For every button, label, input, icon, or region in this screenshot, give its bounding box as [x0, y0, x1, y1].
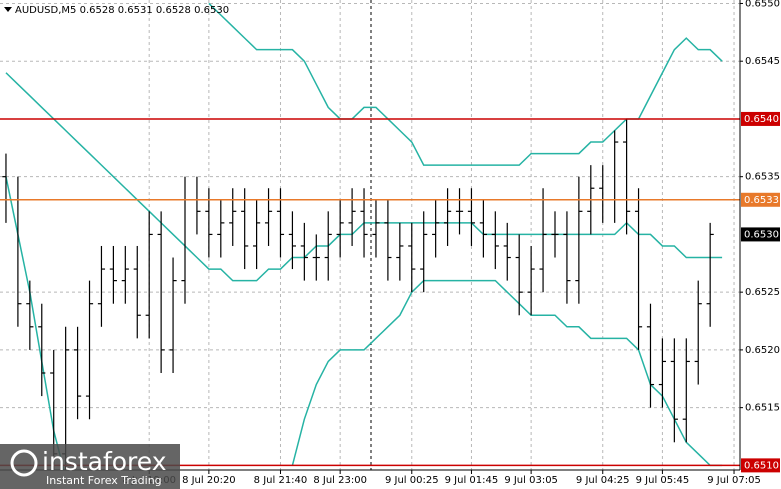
- price-level-box: [741, 192, 780, 207]
- y-tick-label: 0.6520: [745, 345, 780, 356]
- y-tick-label: 0.6525: [745, 287, 780, 298]
- x-tick-label: 9 Jul 07:05: [707, 475, 761, 486]
- x-tick-label: 8 Jul 21:40: [254, 475, 308, 486]
- x-tick-label: 9 Jul 01:45: [445, 475, 499, 486]
- current-price-label: 0.6530: [744, 229, 779, 240]
- watermark-logo: [10, 449, 38, 477]
- grid: [0, 0, 740, 470]
- y-tick-label: 0.6550: [745, 0, 780, 9]
- price-level-label: 0.6533: [744, 195, 779, 206]
- watermark-brand: instaforex: [42, 447, 167, 476]
- x-tick-label: 9 Jul 03:05: [504, 475, 558, 486]
- symbol-icon: [4, 7, 12, 12]
- price-level-label: 0.6510: [744, 460, 779, 471]
- price-level-box: [741, 458, 780, 473]
- chart-title: AUDUSD,M5 0.6528 0.6531 0.6528 0.6530: [15, 5, 229, 16]
- x-tick-label: 9 Jul 04:25: [576, 475, 630, 486]
- plot-area: [0, 2, 740, 470]
- price-level-box: [741, 111, 780, 126]
- indicator-line: [208, 2, 723, 166]
- current-price-box: [741, 227, 780, 242]
- y-tick-label: 0.6545: [745, 56, 780, 67]
- watermark: instaforex Instant Forex Trading: [0, 444, 180, 489]
- x-tick-label: 8 Jul 20:20: [182, 475, 236, 486]
- watermark-tagline: Instant Forex Trading: [46, 474, 162, 487]
- x-tick-label: 8 Jul 23:00: [313, 475, 367, 486]
- price-level-label: 0.6540: [744, 114, 779, 125]
- x-tick-label: 9 Jul 00:25: [385, 475, 439, 486]
- y-tick-label: 0.6535: [745, 172, 780, 183]
- y-tick-label: 0.6515: [745, 403, 780, 414]
- x-tick-label: 9 Jul 05:45: [636, 475, 690, 486]
